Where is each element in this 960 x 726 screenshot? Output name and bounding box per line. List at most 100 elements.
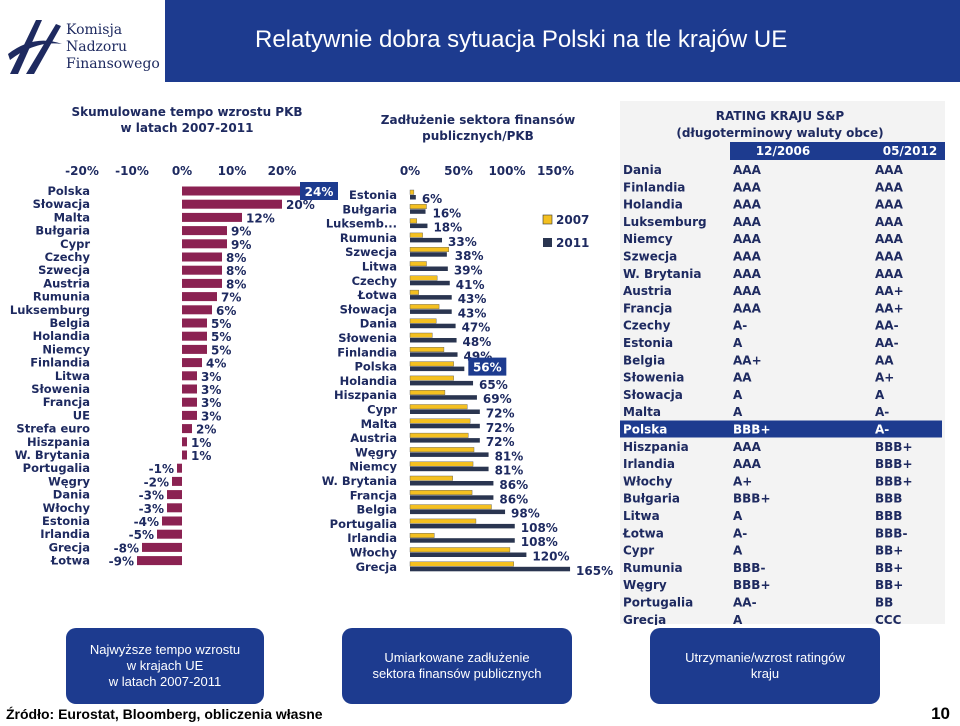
rating-value-2012: AAA [875, 163, 904, 177]
gdp-category-label: Hiszpania [27, 435, 90, 449]
debt-bar-2007 [409, 375, 454, 381]
debt-category-label: Belgia [357, 503, 397, 517]
debt-highlight-box [468, 357, 507, 376]
gdp-bar [182, 186, 302, 196]
rating-country: Portugalia [623, 596, 693, 610]
rating-country: Belgia [623, 353, 665, 367]
debt-category-label: Holandia [340, 374, 397, 388]
gdp-bar [182, 305, 212, 315]
rating-country: Austria [623, 284, 672, 298]
rating-country: Słowacja [623, 388, 683, 402]
rating-country: Holandia [623, 198, 683, 212]
gdp-bar [182, 239, 227, 249]
charts-area: Skumulowane tempo wzrostu PKB w latach 20… [10, 101, 945, 625]
logo-line-1: Komisja [66, 22, 123, 38]
gdp-value-label: 24% [305, 185, 334, 199]
debt-value-label: 43% [458, 292, 487, 306]
gdp-value-label: 12% [246, 211, 275, 225]
gdp-xtick-label: 20% [268, 164, 297, 178]
rating-table-title: RATING KRAJU S&P [716, 109, 845, 123]
debt-bar-2011 [410, 452, 489, 457]
debt-category-label: Włochy [350, 546, 398, 560]
gdp-bar [182, 397, 197, 407]
rating-value-2006: AAA [733, 215, 762, 229]
debt-value-label: 86% [499, 478, 528, 492]
gdp-category-label: Irlandia [40, 527, 90, 541]
debt-bar-2011 [410, 352, 458, 357]
debt-bar-2011 [410, 223, 428, 229]
debt-bar-2007 [409, 318, 437, 324]
source-note: Źródło: Eurostat, Bloomberg, obliczenia … [6, 706, 323, 722]
debt-category-label: Polska [354, 360, 397, 374]
debt-xtick-label: 50% [444, 164, 473, 178]
gdp-category-label: Niemcy [42, 342, 90, 356]
summary-bubble-growth: Najwyższe tempo wzrostu w krajach UE w l… [66, 628, 264, 704]
debt-xtick-label: 150% [537, 164, 574, 178]
debt-bar-2007 [409, 533, 435, 538]
debt-bar-2011 [410, 380, 474, 386]
debt-bar-2011 [410, 495, 494, 500]
rating-country: Luksemburg [623, 215, 707, 229]
gdp-value-label: 7% [221, 291, 241, 305]
gdp-category-label: Finlandia [30, 356, 90, 370]
gdp-bar [162, 516, 182, 526]
rating-country: Estonia [623, 336, 673, 350]
debt-category-label: Irlandia [347, 531, 397, 545]
gdp-bar [182, 199, 282, 209]
debt-value-label: 16% [432, 206, 461, 220]
gdp-category-label: Estonia [42, 514, 90, 528]
rating-value-2012: AAA [875, 215, 904, 229]
debt-category-label: W. Brytania [322, 474, 397, 488]
debt-bar-2011 [410, 338, 457, 343]
rating-value-2012: AAA [875, 250, 904, 264]
rating-country: Irlandia [623, 457, 675, 471]
rating-value-2012: A- [875, 423, 889, 437]
debt-bar-2007 [409, 332, 433, 338]
debt-category-label: Estonia [349, 188, 397, 202]
rating-value-2006: AA [733, 371, 752, 385]
gdp-category-label: W. Brytania [15, 448, 90, 462]
debt-bar-2011 [410, 266, 448, 271]
legend-swatch-2011 [543, 238, 552, 247]
gdp-value-label: 3% [201, 370, 221, 384]
debt-category-label: Finlandia [337, 345, 397, 359]
debt-bar-2007 [409, 361, 454, 367]
debt-bar-2007 [409, 461, 474, 467]
gdp-value-label: 3% [201, 383, 221, 397]
rating-value-2012: AA+ [875, 301, 904, 315]
rating-value-2012: BB+ [875, 544, 903, 558]
gdp-category-label: Strefa euro [16, 422, 90, 436]
summary-bubble-rating: Utrzymanie/wzrost ratingów kraju [650, 628, 880, 704]
bubble-rating-line-2: kraju [750, 666, 780, 681]
gdp-bar [182, 437, 187, 447]
gdp-value-label: 4% [206, 357, 226, 371]
gdp-bar [182, 410, 197, 420]
legend-label-2011: 2011 [556, 236, 589, 250]
rating-value-2012: AAA [875, 232, 904, 246]
rating-table-title: (długoterminowy waluty obce) [676, 126, 883, 140]
gdp-category-label: Luksemburg [10, 303, 90, 317]
rating-value-2006: A [733, 405, 743, 419]
rating-country: Szwecja [623, 250, 677, 264]
rating-country: Litwa [623, 509, 660, 523]
debt-bar-2011 [410, 466, 489, 472]
rating-value-2006: AAA [733, 457, 762, 471]
slide-title: Relatywnie dobra sytuacja Polski na tle … [255, 26, 788, 53]
rating-value-2006: BBB+ [733, 492, 771, 506]
debt-bar-2011 [410, 209, 426, 214]
rating-country: Rumunia [623, 561, 683, 575]
rating-value-2012: A [875, 388, 885, 402]
gdp-value-label: 9% [231, 225, 251, 239]
debt-category-label: Cypr [367, 403, 397, 417]
debt-chart-title: publicznych/PKB [422, 129, 534, 143]
gdp-value-label: -5% [129, 528, 154, 542]
rating-value-2012: AA- [875, 336, 899, 350]
debt-value-label: 6% [422, 192, 442, 206]
debt-category-label: Słowacja [340, 302, 397, 316]
gdp-bar [182, 450, 187, 460]
gdp-category-label: Cypr [60, 237, 90, 251]
debt-value-label: 165% [576, 564, 613, 578]
debt-value-label: 39% [454, 264, 483, 278]
logo-line-2: Nadzoru [66, 39, 128, 55]
rating-value-2006: BBB- [733, 561, 765, 575]
